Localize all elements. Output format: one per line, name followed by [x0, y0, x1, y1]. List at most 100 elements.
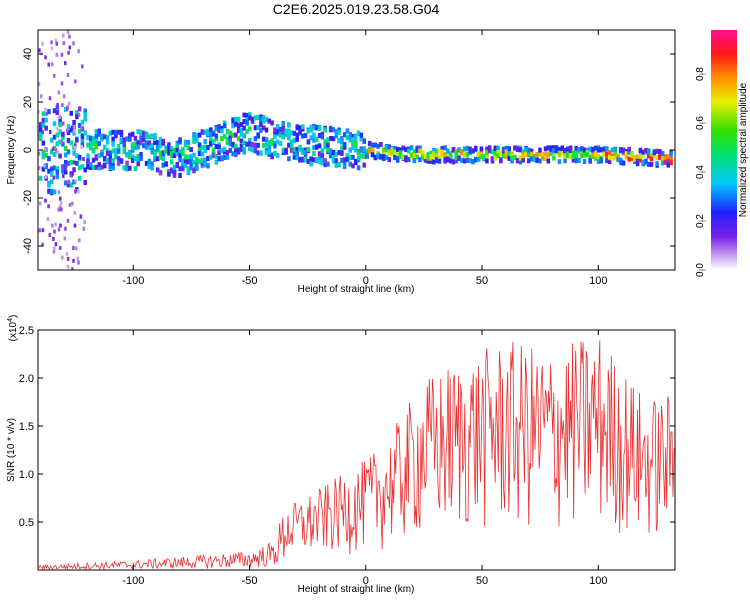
- heatmap-cell: [128, 133, 132, 139]
- heatmap-cell: [217, 124, 221, 130]
- heatmap-cell: [178, 166, 182, 172]
- y-tick-label: 0: [22, 147, 34, 153]
- heatmap-cell: [239, 144, 244, 150]
- heatmap-cell: [465, 157, 470, 163]
- heatmap-cell: [507, 146, 512, 152]
- heatmap-cell: [596, 147, 601, 153]
- heatmap-cell: [267, 149, 272, 155]
- heatmap-cell: [239, 131, 244, 137]
- heatmap-cell: [155, 156, 160, 162]
- heatmap-cell: [485, 152, 489, 158]
- x-tick-label: 50: [476, 275, 488, 287]
- heatmap-cell: [136, 144, 140, 150]
- heatmap-cell: [128, 136, 132, 142]
- heatmap-cell: [627, 149, 631, 155]
- heatmap-cell: [574, 150, 578, 156]
- heatmap-cell: [64, 226, 67, 231]
- heatmap-cell: [552, 148, 556, 154]
- heatmap-cell: [250, 116, 255, 122]
- heatmap-cell: [234, 147, 238, 153]
- heatmap-cell: [345, 153, 350, 159]
- heatmap-cell: [136, 154, 140, 160]
- heatmap-cell: [342, 144, 347, 150]
- heatmap-cell: [44, 174, 48, 179]
- heatmap-cell: [454, 154, 459, 160]
- heatmap-cell: [485, 146, 489, 152]
- heatmap-cell: [390, 149, 394, 155]
- heatmap-cell: [130, 144, 135, 150]
- heatmap-cell: [270, 120, 274, 126]
- heatmap-cell: [588, 146, 592, 152]
- heatmap-cell: [301, 147, 305, 153]
- heatmap-cell: [532, 154, 537, 160]
- heatmap-cell: [75, 114, 79, 120]
- heatmap-cell: [245, 119, 249, 125]
- heatmap-cell: [574, 154, 578, 160]
- heatmap-cell: [370, 152, 375, 158]
- heatmap-cell: [76, 256, 80, 261]
- heatmap-cell: [298, 144, 302, 150]
- heatmap-cell: [214, 126, 219, 132]
- heatmap-cell: [471, 159, 475, 165]
- heatmap-cell: [125, 166, 129, 172]
- heatmap-cell: [474, 145, 478, 151]
- heatmap-cell: [557, 159, 562, 165]
- heatmap-cell: [211, 131, 216, 137]
- heatmap-cell: [331, 149, 336, 155]
- heatmap-cell: [524, 147, 528, 153]
- heatmap-cell: [328, 153, 333, 159]
- heatmap-cell: [195, 133, 199, 139]
- heatmap-cell: [69, 127, 74, 133]
- heatmap-cell: [51, 223, 54, 228]
- heatmap-cell: [71, 267, 74, 270]
- heatmap-cell: [387, 148, 392, 154]
- heatmap-cell: [479, 150, 484, 156]
- heatmap-cell: [158, 137, 163, 143]
- y-tick-label: 0.5: [19, 517, 34, 529]
- heatmap-cell: [53, 246, 56, 251]
- heatmap-cell: [41, 228, 45, 233]
- heatmap-cell: [641, 153, 645, 159]
- heatmap-cell: [61, 168, 65, 174]
- heatmap-cell: [50, 62, 54, 67]
- heatmap-cell: [351, 137, 355, 143]
- heatmap-cell: [582, 147, 587, 153]
- heatmap-cell: [64, 167, 67, 172]
- heatmap-cell: [203, 148, 207, 154]
- heatmap-cell: [666, 153, 671, 159]
- heatmap-cell: [60, 81, 64, 86]
- heatmap-cell: [89, 145, 93, 151]
- heatmap-cell: [328, 126, 333, 132]
- heatmap-cell: [58, 129, 62, 135]
- heatmap-cell: [646, 161, 651, 167]
- heatmap-cell: [326, 147, 330, 153]
- heatmap-cell: [432, 159, 436, 165]
- heatmap-cell: [69, 110, 74, 116]
- spectrogram-y-ticks: 40 20 0 -20 -40: [22, 48, 675, 254]
- heatmap-cell: [97, 162, 101, 168]
- heatmap-cell: [354, 160, 358, 166]
- heatmap-cell: [61, 131, 65, 137]
- heatmap-cell: [340, 139, 344, 145]
- heatmap-cell: [384, 155, 389, 161]
- heatmap-cell: [63, 163, 68, 169]
- heatmap-cell: [365, 148, 369, 154]
- heatmap-cell: [102, 144, 107, 150]
- heatmap-cell: [412, 148, 417, 154]
- snr-y-label: SNR (10 * v/v): [6, 418, 17, 482]
- heatmap-cell: [546, 152, 551, 158]
- heatmap-cell: [108, 130, 113, 136]
- heatmap-cell: [52, 145, 57, 151]
- heatmap-cell: [644, 147, 648, 153]
- heatmap-cell: [56, 127, 59, 132]
- x-tick-label: -50: [242, 275, 258, 287]
- heatmap-cell: [337, 162, 341, 168]
- heatmap-cell: [239, 122, 244, 128]
- heatmap-cell: [273, 133, 277, 139]
- heatmap-cell: [66, 124, 71, 130]
- heatmap-cell: [607, 154, 612, 160]
- heatmap-cell: [83, 167, 87, 173]
- heatmap-cell: [47, 182, 51, 188]
- heatmap-cell: [250, 141, 255, 147]
